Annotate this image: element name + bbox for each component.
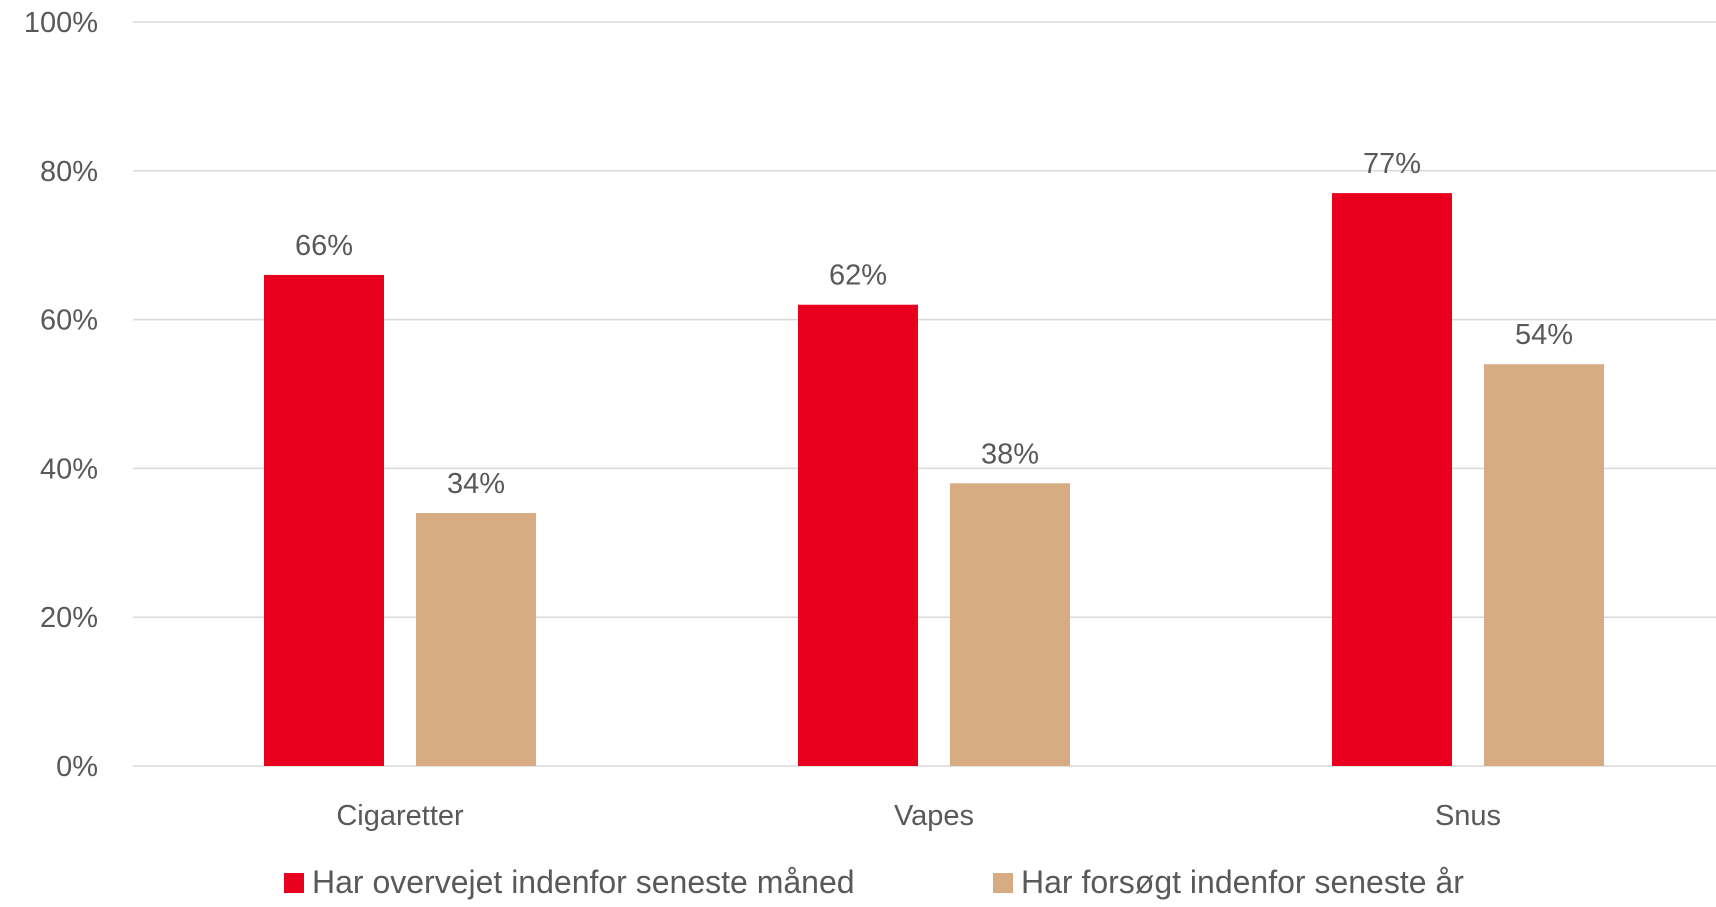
bars [264, 193, 1604, 766]
legend-label: Har forsøgt indenfor seneste år [1021, 864, 1464, 900]
data-label: 62% [829, 260, 887, 292]
x-tick-label: Vapes [894, 800, 974, 832]
x-tick-label: Snus [1435, 800, 1501, 832]
y-tick-label: 100% [24, 7, 98, 39]
data-label: 66% [295, 230, 353, 262]
x-tick-label: Cigaretter [336, 800, 464, 832]
y-tick-label: 60% [40, 305, 98, 337]
bar-snus-series-2 [1484, 364, 1604, 766]
y-tick-label: 40% [40, 453, 98, 485]
x-axis-tick-labels: Cigaretter Vapes Snus [336, 800, 1501, 832]
bar-vapes-series-2 [950, 483, 1070, 766]
y-tick-label: 0% [56, 751, 98, 783]
data-label: 54% [1515, 319, 1573, 351]
data-labels: 66% 34% 62% 38% 77% 54% [295, 148, 1573, 500]
bar-snus-series-1 [1332, 193, 1452, 766]
legend-label: Har overvejet indenfor seneste måned [312, 864, 855, 900]
y-tick-label: 80% [40, 156, 98, 188]
data-label: 34% [447, 468, 505, 500]
bar-vapes-series-1 [798, 304, 918, 766]
data-label: 77% [1363, 148, 1421, 180]
legend-swatch [284, 873, 304, 893]
y-axis-tick-labels: 0% 20% 40% 60% 80% 100% [24, 7, 98, 783]
legend-swatch [993, 873, 1013, 893]
gridlines [133, 21, 1716, 767]
y-tick-label: 20% [40, 602, 98, 634]
data-label: 38% [981, 438, 1039, 470]
legend: Har overvejet indenfor seneste måned Har … [284, 864, 1464, 900]
bar-cigaretter-series-1 [264, 274, 384, 766]
bar-cigaretter-series-2 [416, 513, 536, 766]
